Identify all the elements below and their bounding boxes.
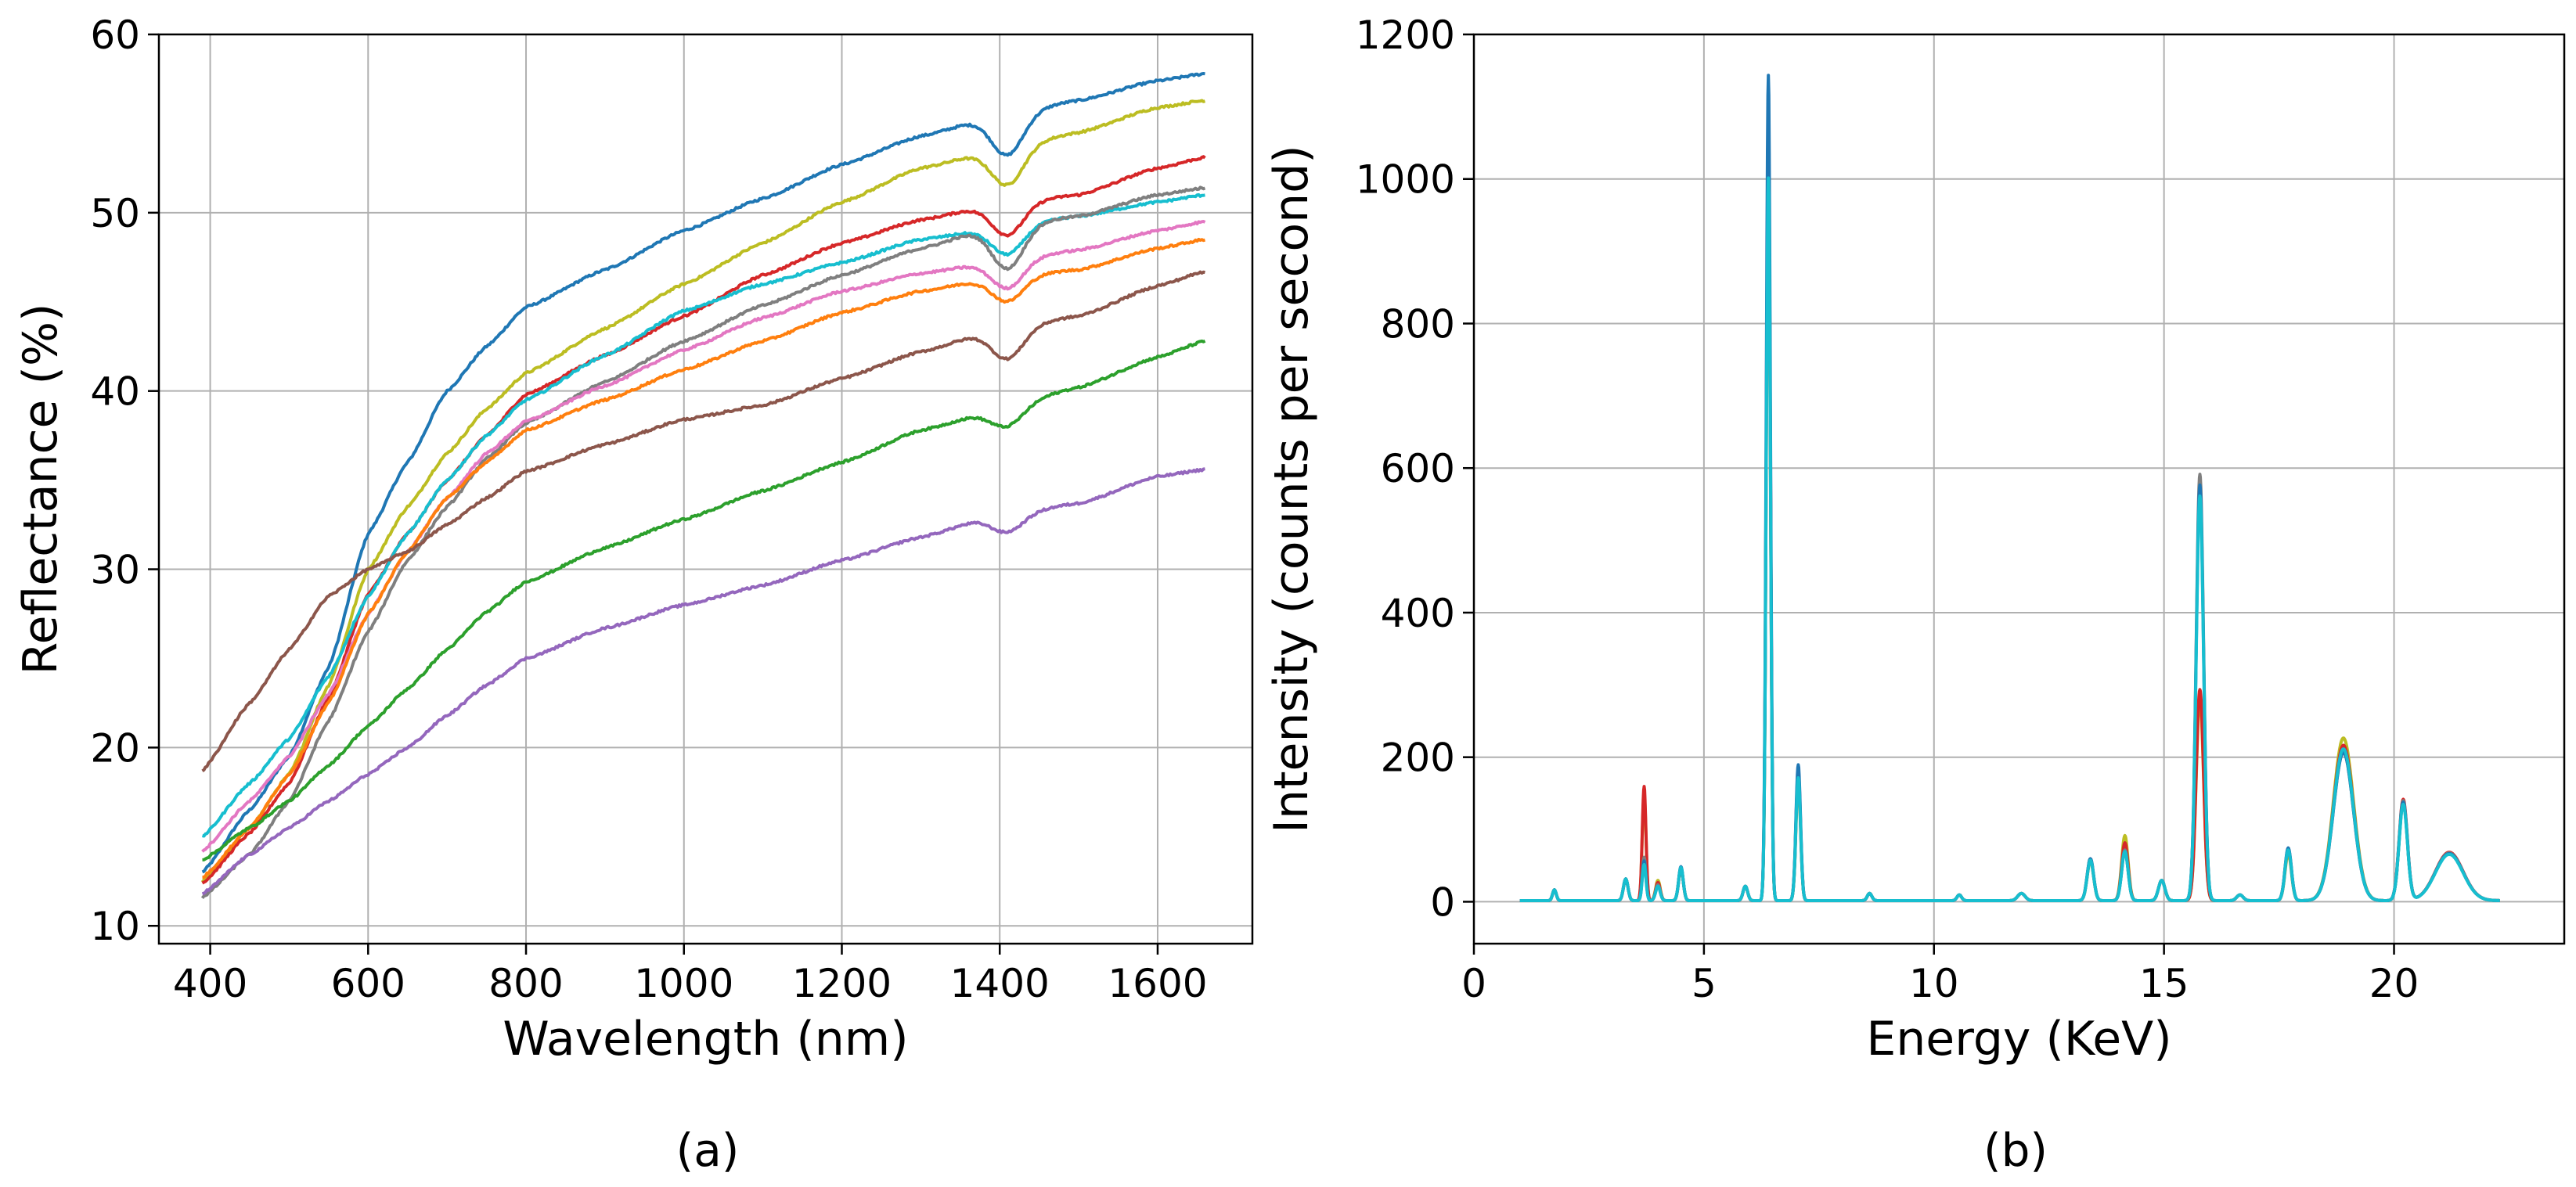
panel-a-ticks: 400 600 800 1000 1200 1400 1600 10 20 30 40 50 60: [90, 13, 1207, 1006]
y-tick-label: 30: [90, 548, 140, 593]
x-tick-label: 1400: [950, 961, 1050, 1006]
series-line-orange: [202, 237, 1205, 879]
y-tick-label: 60: [90, 13, 140, 58]
x-tick-label: 800: [488, 961, 563, 1006]
x-tick-label: 5: [1692, 961, 1717, 1006]
series-line-blue: [201, 72, 1205, 874]
y-tick-label: 1000: [1356, 157, 1455, 203]
y-tick-label: 10: [90, 904, 140, 949]
panel-b-x-axis-label: Energy (KeV): [1866, 1012, 2171, 1067]
y-tick-label: 800: [1381, 301, 1455, 347]
x-tick-label: 20: [2369, 961, 2419, 1006]
y-tick-label: 200: [1381, 736, 1455, 781]
panel-a-series: [200, 72, 1206, 900]
y-tick-label: 1200: [1356, 13, 1455, 58]
x-tick-label: 1200: [792, 961, 892, 1006]
y-tick-label: 50: [90, 191, 140, 236]
panel-b-caption: (b): [1983, 1124, 2048, 1177]
panel-b-frame: [1472, 33, 2566, 945]
panel-b-y-axis-label: Intensity (counts per second): [1264, 145, 1319, 833]
series-line-red: [201, 155, 1206, 885]
y-tick-label: 0: [1430, 879, 1455, 925]
panel-a-caption: (a): [676, 1124, 740, 1177]
x-tick-label: 1000: [634, 961, 733, 1006]
panel-a-frame: [157, 33, 1254, 945]
y-tick-label: 40: [90, 369, 140, 415]
panel-a-y-axis-label: Reflectance (%): [13, 304, 68, 675]
series-line-purple: [201, 467, 1205, 896]
panel-b-series: [1519, 74, 2502, 902]
y-tick-label: 600: [1381, 446, 1455, 491]
y-tick-label: 400: [1381, 591, 1455, 636]
x-tick-label: 1600: [1108, 961, 1207, 1006]
series-line-cyan: [1519, 176, 2502, 902]
panel-a-x-axis-label: Wavelength (nm): [503, 1012, 908, 1067]
panel-a-reflectance-chart: 400 600 800 1000 1200 1400 1600 10 20 30 40 50 60 Wa…: [13, 13, 1254, 1177]
series-line-green: [202, 339, 1206, 861]
x-tick-label: 15: [2139, 961, 2189, 1006]
series-line-brown: [201, 270, 1205, 772]
x-tick-label: 400: [173, 961, 247, 1006]
x-tick-label: 10: [1909, 961, 1959, 1006]
x-tick-label: 0: [1461, 961, 1486, 1006]
series-line-gray: [200, 185, 1206, 900]
x-tick-label: 600: [331, 961, 405, 1006]
y-tick-label: 20: [90, 725, 140, 771]
